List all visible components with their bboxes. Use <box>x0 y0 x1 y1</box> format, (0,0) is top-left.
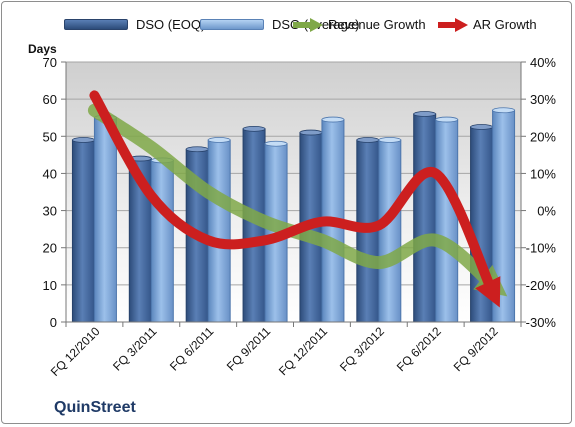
y-tick-label: 60 <box>43 92 57 107</box>
x-tick-label: FQ 12/2011 <box>276 324 330 378</box>
y-tick-label: 30 <box>43 204 57 219</box>
line-ar-growth <box>89 90 501 308</box>
y2-tick-label: 10% <box>530 166 556 181</box>
y-tick-label: 50 <box>43 129 57 144</box>
bar-dso-average <box>378 137 402 323</box>
x-tick-label: FQ 3/2012 <box>337 324 387 374</box>
y-tick-label: 10 <box>43 278 57 293</box>
y2-tick-label: 30% <box>530 92 556 107</box>
bar-cap <box>72 137 95 143</box>
x-tick-label: FQ 6/2012 <box>394 324 444 374</box>
bar-dso-eoq <box>413 111 437 323</box>
bar-dso-average <box>150 157 174 323</box>
y2-tick-label: 20% <box>530 129 556 144</box>
bar-cap <box>242 125 266 132</box>
legend-label-ar-growth: AR Growth <box>473 17 537 32</box>
y-tick-label: 20 <box>43 241 57 256</box>
x-tick-label: FQ 3/2011 <box>110 324 160 374</box>
y-tick-label: 0 <box>50 315 57 330</box>
y-tick-label: 70 <box>43 55 57 70</box>
bar-cap <box>207 137 231 143</box>
x-tick-label: FQ 9/2012 <box>451 324 501 374</box>
legend-swatch-dso-average <box>200 19 264 30</box>
bar-body <box>150 159 174 323</box>
bar-dso-eoq <box>71 137 95 323</box>
x-tick-label: FQ 12/2010 <box>48 324 103 379</box>
y2-tick-label: 0% <box>537 204 556 219</box>
bar-body <box>435 119 459 323</box>
bar-body <box>207 139 231 323</box>
bar-cap <box>413 111 437 117</box>
y-tick-label: 40 <box>43 166 57 181</box>
bar-body <box>378 139 402 323</box>
bar-cap <box>185 146 209 153</box>
bar-body <box>71 139 95 323</box>
legend-swatch-dso-eoq <box>64 19 128 30</box>
y2-tick-label: -20% <box>526 278 557 293</box>
bar-cap <box>435 116 459 123</box>
legend-label-revenue-growth: Revenue Growth <box>328 17 426 32</box>
legend-swatch-revenue-growth <box>293 18 323 32</box>
bar-dso-average <box>435 116 459 323</box>
bar-cap <box>299 129 323 136</box>
bar-body <box>93 117 117 323</box>
legend-swatch-ar-growth <box>438 18 468 32</box>
bar-body <box>413 113 437 323</box>
company-name: QuinStreet <box>54 399 136 416</box>
bar-cap <box>470 124 493 130</box>
bar-cap <box>378 137 402 143</box>
x-tick-label: FQ 9/2011 <box>224 324 274 374</box>
bar-dso-average <box>93 114 117 323</box>
y2-tick-label: -10% <box>526 241 557 256</box>
bar-cap <box>492 107 515 114</box>
bar-cap <box>321 116 345 123</box>
legend-label-dso-eoq: DSO (EOQ) <box>136 17 206 32</box>
x-tick-label: FQ 6/2011 <box>167 324 217 374</box>
y2-tick-label: -30% <box>526 315 557 330</box>
y2-tick-label: 40% <box>530 55 556 70</box>
bar-cap <box>264 140 288 147</box>
y-axis-title: Days <box>28 42 57 56</box>
bar-cap <box>356 137 380 143</box>
bar-dso-average <box>207 137 231 323</box>
